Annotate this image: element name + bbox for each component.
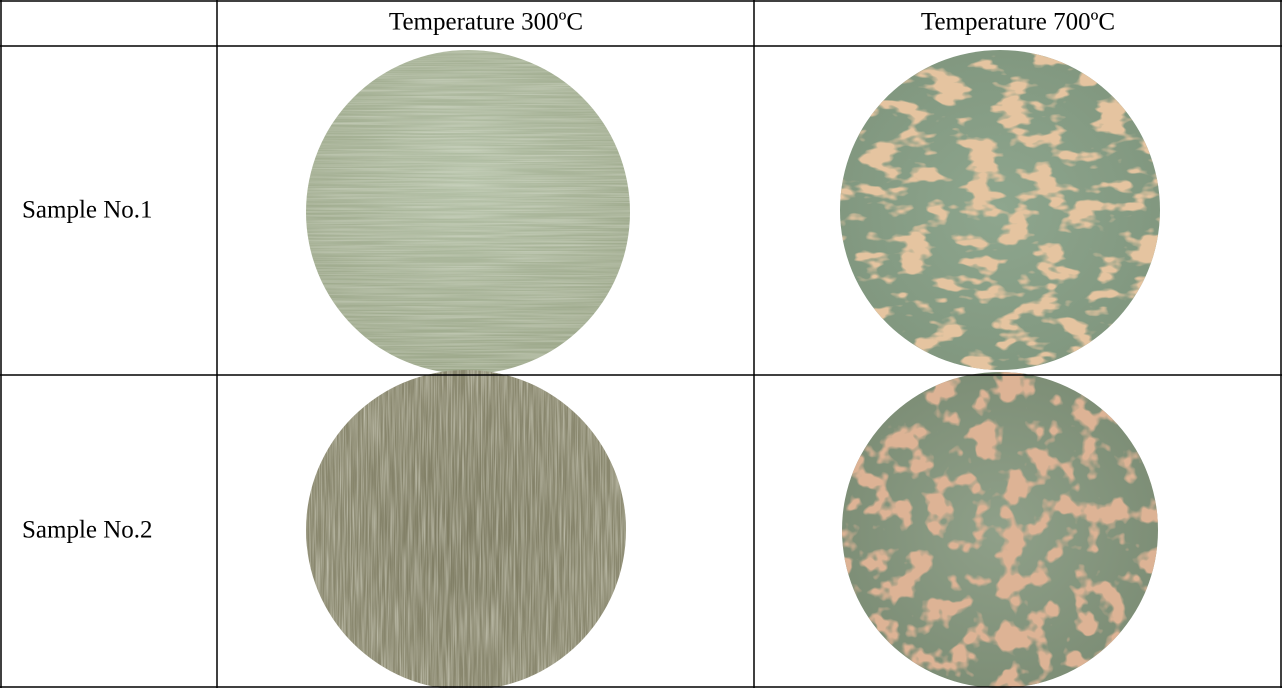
sample-image (306, 370, 626, 688)
sample-image (842, 372, 1158, 688)
sample-image (306, 50, 630, 374)
column-header: Temperature 700ºC (921, 9, 1115, 36)
sample-image (840, 50, 1160, 370)
row-label: Sample No.1 (22, 197, 153, 224)
row-label: Sample No.2 (22, 517, 153, 544)
column-header: Temperature 300ºC (389, 9, 583, 36)
